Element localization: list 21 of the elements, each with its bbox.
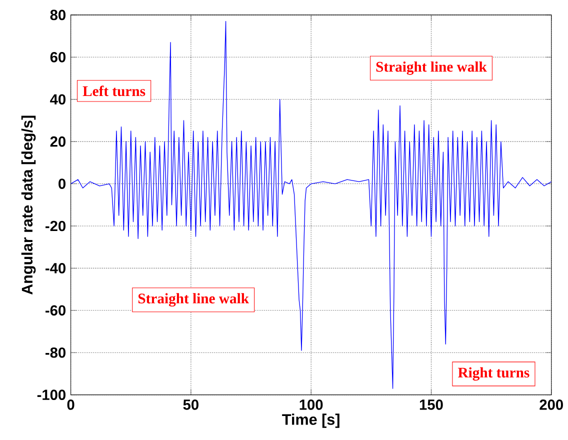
annotation: Right turns <box>458 367 530 381</box>
y-axis-title: Angular rate data [deg/s] <box>21 116 36 295</box>
y-tick-label: -80 <box>46 348 66 358</box>
annotation: Left turns <box>82 86 146 96</box>
y-tick-label: 0 <box>58 178 66 190</box>
annotation: Straight line walk <box>138 293 249 307</box>
y-tick-label: 40 <box>50 94 66 105</box>
y-tick-label: -60 <box>46 305 66 316</box>
y-tick-label: -100 <box>37 390 66 400</box>
x-axis-title: Time [s] <box>282 414 340 428</box>
y-tick-label: 80 <box>50 10 66 20</box>
x-tick-label: 150 <box>420 400 443 410</box>
x-tick-label: 50 <box>183 400 198 410</box>
y-tick-label: 20 <box>50 136 66 147</box>
x-tick-label: 100 <box>300 400 323 410</box>
y-tick-label: -20 <box>46 220 66 232</box>
x-tick-label: 200 <box>540 400 563 410</box>
y-tick-label: 60 <box>50 52 66 62</box>
y-tick-label: -40 <box>46 263 66 274</box>
annotation: Straight line walk <box>376 62 487 75</box>
x-tick-label: 0 <box>67 400 74 410</box>
